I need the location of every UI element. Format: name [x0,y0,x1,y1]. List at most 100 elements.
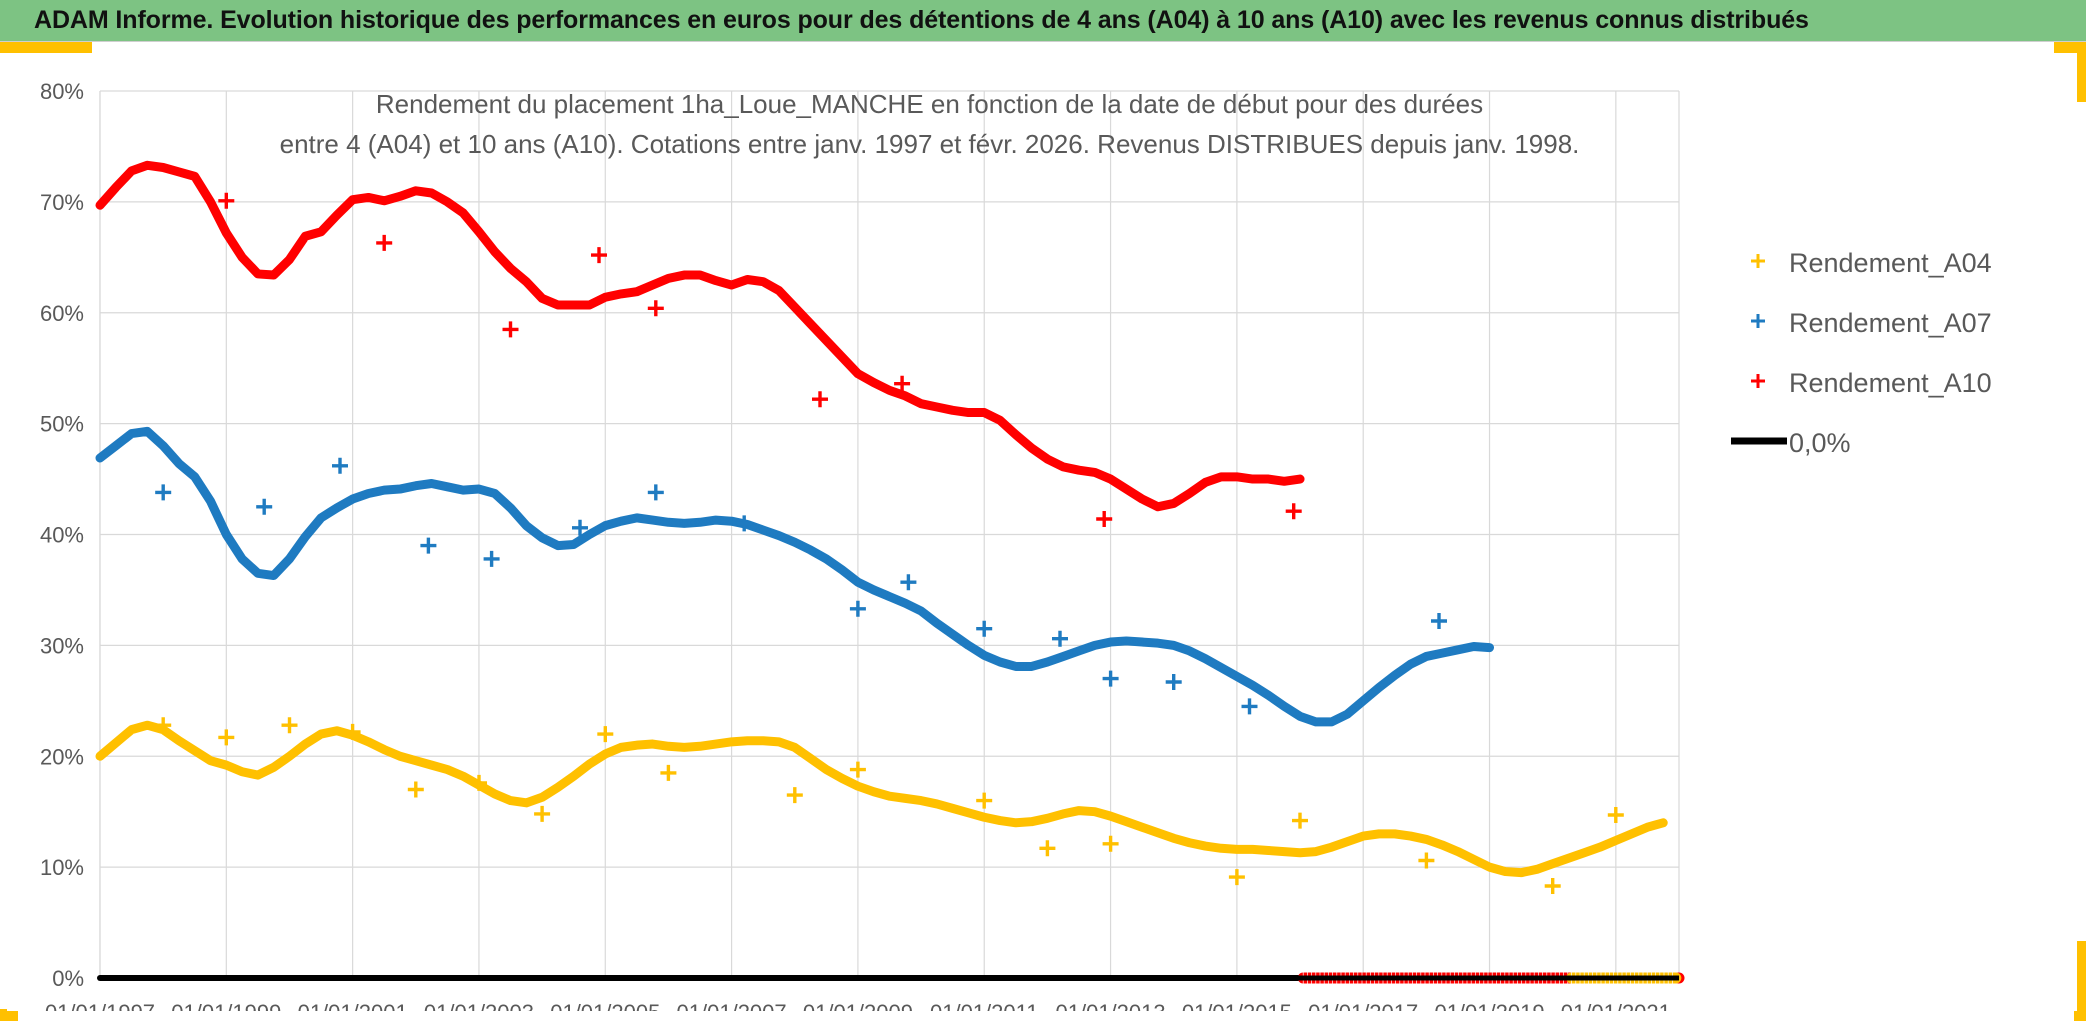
y-axis-tick-label: 20% [40,744,84,769]
data-point-marker [1656,820,1664,828]
x-axis-tick-label: 01/01/2017 [1308,1000,1418,1011]
legend-swatch-plus-icon [1751,254,1765,268]
data-point-outlier-marker [420,537,437,554]
series-rendement-a07 [95,426,1495,727]
data-point-marker [194,178,202,185]
data-point-outlier-marker [591,247,607,264]
data-point-marker [213,210,221,218]
x-axis-tick-label: 01/01/1999 [171,1000,281,1011]
data-point-marker [292,246,300,254]
data-point-marker [232,545,240,553]
legend-item-rendement-a10[interactable]: Rendement_A10 [1751,368,1992,398]
data-point-marker [289,251,296,259]
legend-item-0-0-[interactable]: 0,0% [1731,428,1851,458]
data-point-marker [197,483,205,490]
data-point-outlier-marker [471,774,487,791]
chart-title-line-1: Rendement du placement 1ha_Loue_MANCHE e… [376,89,1483,119]
data-point-outlier-marker [376,234,393,251]
data-point-outlier-marker [572,519,588,536]
data-point-marker [191,473,199,481]
data-point-outlier-marker [1052,630,1068,647]
page-title: ADAM Informe. Evolution historique des p… [34,6,1809,34]
data-point-marker [204,493,211,500]
series-rendement-a10 [95,160,1305,527]
data-point-outlier-marker [647,484,664,501]
x-axis-tick-label: 01/01/2001 [298,1000,408,1011]
data-point-marker [229,540,236,548]
data-point-marker [469,220,476,228]
legend-label: 0,0% [1789,428,1851,458]
x-axis-tick-label: 01/01/2021 [1561,1000,1671,1011]
data-point-marker [311,522,319,529]
data-point-marker [295,542,303,549]
data-point-outlier-marker [812,391,828,408]
data-point-outlier-marker [849,761,866,778]
x-axis-tick-label: 01/01/1997 [45,1000,155,1011]
data-point-marker [226,234,233,242]
data-point-outlier-marker [736,515,753,532]
x-axis-tick-label: 01/01/2009 [803,1000,913,1011]
data-point-outlier-marker [1096,511,1113,527]
legend-swatch-plus-icon [1751,374,1765,388]
data-point-marker [204,193,211,201]
data-point-outlier-marker [900,574,917,591]
x-axis-tick-label: 01/01/2011 [930,1000,1038,1011]
series-line [95,426,1495,727]
legend-label: Rendement_A07 [1789,308,1992,338]
data-point-outlier-marker [1607,807,1624,823]
data-point-outlier-marker [1292,812,1308,829]
data-point-outlier-marker [976,620,993,637]
legend-label: Rendement_A04 [1789,248,1992,278]
data-point-marker [194,478,202,486]
data-point-marker [232,244,240,251]
y-axis-tick-label: 60% [40,301,84,326]
data-point-marker [99,198,107,206]
data-point-outlier-marker [256,498,273,515]
legend-swatch-plus-icon [1751,314,1765,328]
data-point-outlier-marker [894,375,911,392]
data-point-marker [219,524,227,532]
data-point-marker [1293,476,1301,483]
data-point-outlier-marker [1228,869,1245,886]
data-point-marker [305,529,312,537]
data-point-marker [466,217,473,224]
data-point-marker [210,204,218,212]
data-point-marker [235,249,243,256]
frame-accent-top-right [2054,42,2086,53]
data-point-marker [213,511,221,518]
frame-accent-top-left [0,42,92,53]
data-point-marker [462,213,470,221]
data-point-marker [106,191,113,198]
data-point-marker [292,546,300,554]
data-point-marker [222,229,230,237]
y-axis-tick-label: 50% [40,412,84,437]
data-point-outlier-marker [1285,503,1302,520]
data-point-outlier-marker [1544,878,1561,894]
frame-accent-right-bottom [2077,941,2086,1021]
series-line [95,160,1305,512]
data-point-marker [200,188,208,196]
series-rendement-a04 [95,717,1668,894]
y-axis-tick-label: 80% [40,79,84,104]
data-point-outlier-marker [1039,840,1056,857]
data-point-marker [1483,644,1490,651]
data-point-outlier-marker [1418,852,1435,869]
data-point-marker [459,209,467,217]
data-point-marker [314,518,322,525]
y-axis-tick-label: 0% [52,966,84,991]
data-point-marker [191,173,199,180]
frame-bottom-bar [0,1010,2086,1021]
data-point-marker [162,445,170,453]
data-point-outlier-marker [534,805,551,822]
legend-item-rendement-a04[interactable]: Rendement_A04 [1751,248,1992,278]
legend-item-rendement-a07[interactable]: Rendement_A07 [1751,308,1992,338]
data-point-marker [200,488,208,495]
chart-container: 0% 10% 20% 30% 40% 50% 60% 70% 80% 01/01/1997 01/0… [7,53,2077,1011]
x-axis-tick-label: 01/01/2007 [677,1000,787,1011]
frame-accent-bottom-right [2074,1009,2086,1021]
data-point-outlier-marker [332,457,348,474]
x-axis-tick-label: 01/01/2019 [1434,1000,1544,1011]
data-point-outlier-marker [1102,670,1119,687]
data-point-marker [289,551,296,558]
data-point-marker [295,242,303,249]
